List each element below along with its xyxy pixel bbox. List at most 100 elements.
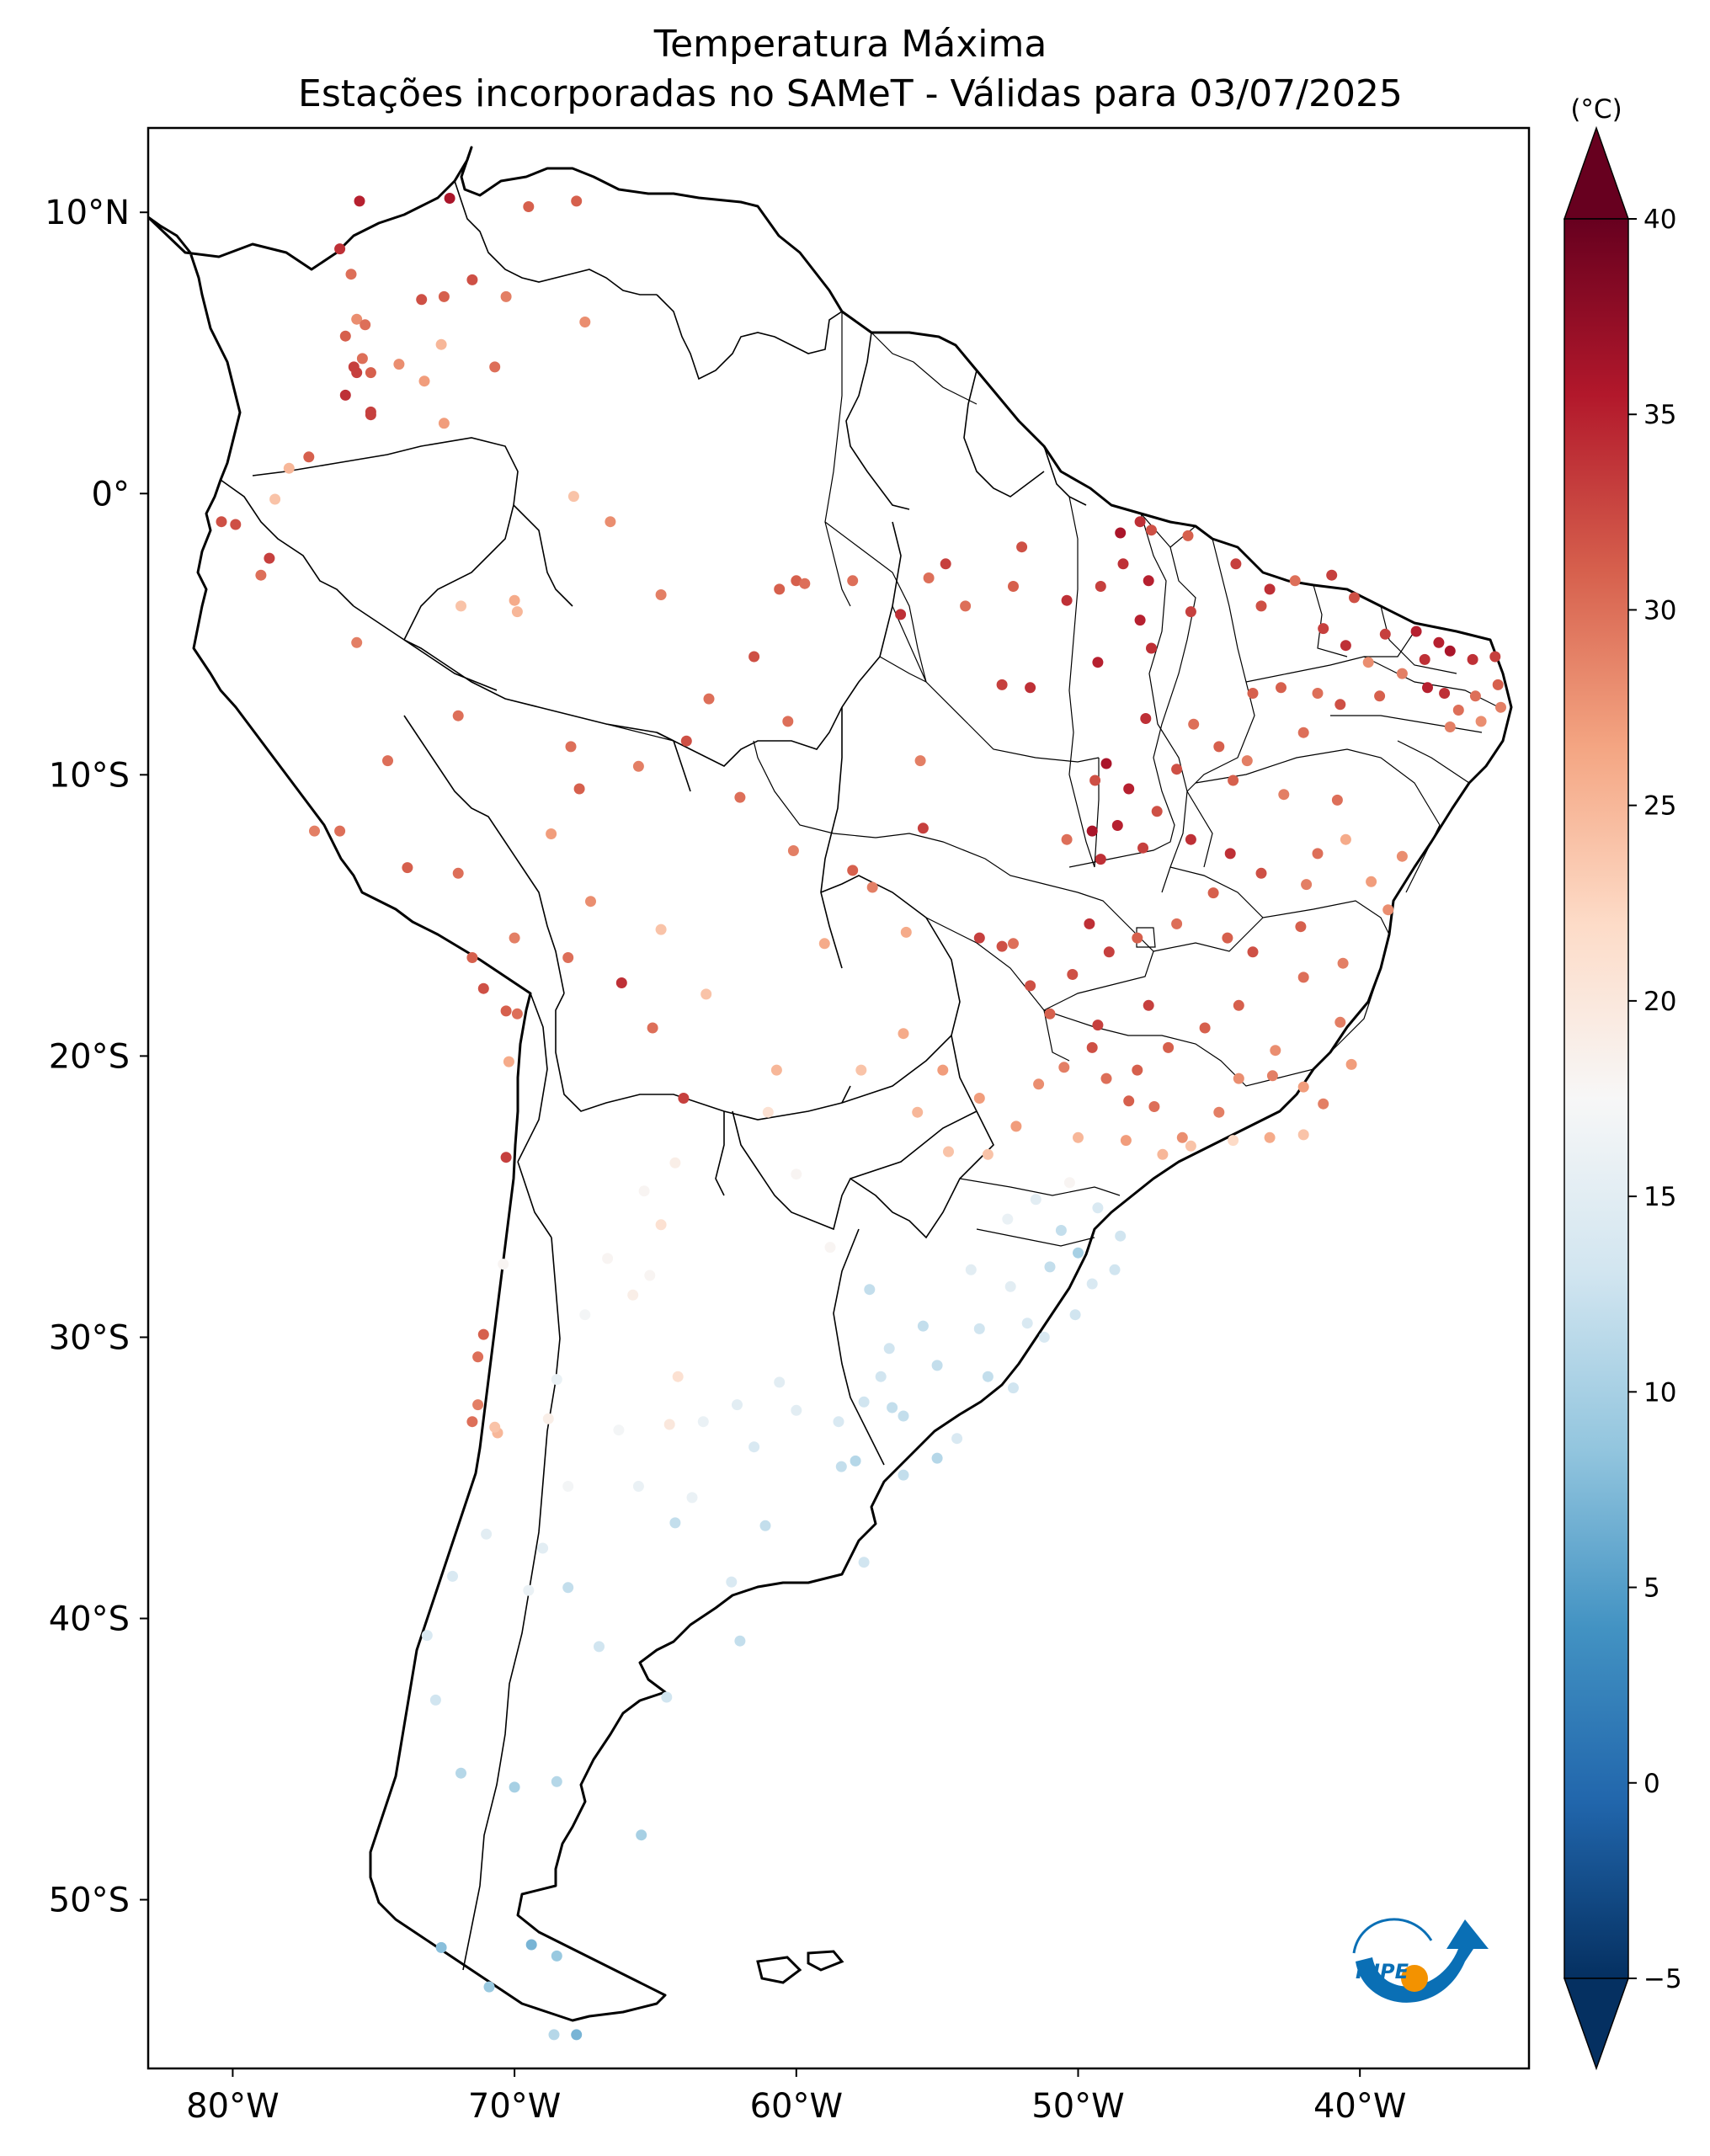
station-marker <box>1171 764 1183 775</box>
station-marker <box>1092 1202 1104 1214</box>
logo-orbit-icon <box>1352 1918 1433 1954</box>
station-marker <box>455 1767 466 1779</box>
station-marker <box>1362 657 1374 668</box>
station-marker <box>973 1323 985 1334</box>
station-marker <box>1084 918 1095 929</box>
station-marker <box>1439 688 1451 699</box>
station-marker <box>1140 713 1152 724</box>
station-marker <box>1146 642 1157 654</box>
station-marker <box>605 516 616 528</box>
station-marker <box>255 569 267 581</box>
station-marker <box>1086 1278 1098 1290</box>
station-marker <box>864 1284 876 1296</box>
station-marker <box>1073 1131 1084 1143</box>
station-marker <box>500 1005 512 1017</box>
station-marker <box>594 1641 605 1653</box>
station-marker <box>644 1270 656 1281</box>
station-marker <box>1086 825 1098 837</box>
station-marker <box>509 594 520 606</box>
lon-tick-label: 60°W <box>750 2087 843 2126</box>
station-marker <box>791 1168 802 1180</box>
station-marker <box>1033 1078 1045 1090</box>
station-marker <box>1030 1194 1041 1206</box>
station-marker <box>264 552 275 564</box>
station-marker <box>602 1253 614 1264</box>
station-marker <box>416 294 428 306</box>
station-marker <box>511 606 523 618</box>
station-marker <box>551 1950 562 1962</box>
state-borders <box>605 311 1500 1247</box>
station-marker <box>1419 653 1430 665</box>
station-marker <box>647 1022 658 1034</box>
station-marker <box>523 1584 535 1596</box>
station-marker <box>1132 1064 1143 1076</box>
station-marker <box>418 375 430 387</box>
station-marker <box>627 1289 639 1301</box>
station-marker <box>546 828 557 839</box>
station-marker <box>1318 623 1329 635</box>
station-marker <box>1002 1213 1014 1225</box>
station-marker <box>503 1056 514 1067</box>
colorbar-extend-min <box>1563 1978 1630 2071</box>
station-marker <box>818 938 830 950</box>
station-marker <box>579 1309 591 1321</box>
station-marker <box>500 1152 512 1163</box>
station-marker <box>1230 558 1242 570</box>
station-marker <box>1095 581 1106 592</box>
station-marker <box>339 389 351 401</box>
station-marker <box>632 1481 644 1492</box>
station-marker <box>1063 1177 1075 1189</box>
station-marker <box>1100 1073 1112 1084</box>
station-marker <box>345 269 357 280</box>
station-marker <box>678 1093 690 1104</box>
colorbar-tick-label: 30 <box>1643 595 1676 626</box>
station-marker <box>835 1461 847 1472</box>
station-marker <box>351 636 363 648</box>
station-marker <box>1095 854 1106 865</box>
station-marker <box>615 977 627 988</box>
station-marker <box>960 600 972 612</box>
station-marker <box>655 1219 667 1231</box>
station-marker <box>1452 705 1464 716</box>
station-marker <box>477 1328 489 1340</box>
station-marker <box>1433 636 1445 648</box>
station-marker <box>1340 640 1351 652</box>
station-marker <box>1004 1280 1016 1292</box>
colorbar-tick-label: 35 <box>1643 400 1676 430</box>
station-marker <box>1025 682 1036 694</box>
station-marker <box>940 558 951 570</box>
station-marker <box>455 600 466 612</box>
station-marker <box>847 575 859 587</box>
station-marker <box>1228 775 1239 786</box>
station-marker <box>1185 833 1196 845</box>
station-marker <box>351 367 363 379</box>
station-marker <box>447 1570 458 1582</box>
station-marker <box>1295 921 1307 933</box>
station-marker <box>571 2029 583 2041</box>
colorbar-tick-label: 15 <box>1643 1182 1676 1212</box>
station-marker <box>1312 848 1324 860</box>
station-marker <box>1025 980 1036 992</box>
colorbar-tick-label: 0 <box>1643 1769 1660 1799</box>
station-marker <box>1410 626 1422 637</box>
station-marker <box>573 783 585 795</box>
station-marker <box>283 462 295 474</box>
lat-tick-label: 40°S <box>49 1600 130 1639</box>
station-marker <box>770 1064 782 1076</box>
station-marker <box>1255 867 1267 879</box>
station-marker <box>734 1635 746 1647</box>
station-marker <box>996 679 1008 690</box>
station-marker <box>875 1371 887 1382</box>
station-marker <box>1115 1230 1127 1242</box>
colorbar-tick-label: −5 <box>1643 1964 1682 1994</box>
station-marker <box>525 1939 537 1951</box>
station-marker <box>429 1694 441 1706</box>
lat-tick-label: 10°N <box>45 194 130 232</box>
station-marker <box>523 201 535 212</box>
station-marker <box>509 932 520 944</box>
station-marker <box>1115 527 1127 539</box>
station-marker <box>438 418 450 429</box>
station-marker <box>996 940 1008 952</box>
lat-tick-label: 30°S <box>49 1318 130 1357</box>
station-marker <box>858 1557 870 1568</box>
